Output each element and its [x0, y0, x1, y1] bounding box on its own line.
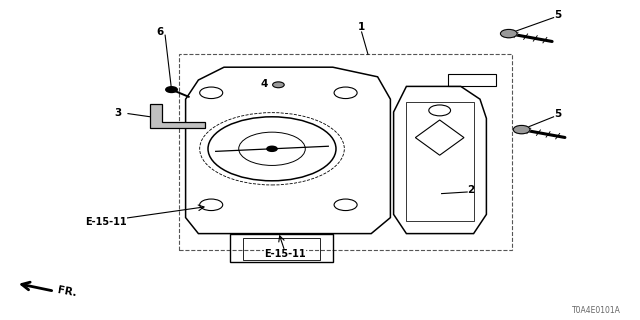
Text: E-15-11: E-15-11: [264, 249, 306, 260]
Text: T0A4E0101A: T0A4E0101A: [572, 306, 621, 315]
Text: 1: 1: [358, 22, 365, 32]
Text: 6: 6: [156, 27, 164, 37]
Text: 5: 5: [554, 10, 562, 20]
Text: 2: 2: [467, 185, 474, 196]
Circle shape: [500, 29, 517, 38]
Text: E-15-11: E-15-11: [84, 217, 127, 228]
Circle shape: [513, 125, 530, 134]
Text: FR.: FR.: [56, 285, 77, 299]
Text: 4: 4: [260, 79, 268, 89]
Polygon shape: [150, 104, 205, 128]
Text: 3: 3: [115, 108, 122, 118]
Text: 5: 5: [554, 108, 562, 119]
Bar: [179, 54, 512, 250]
Circle shape: [166, 87, 177, 92]
Bar: [406, 102, 474, 221]
Circle shape: [273, 82, 284, 88]
Circle shape: [267, 146, 277, 151]
